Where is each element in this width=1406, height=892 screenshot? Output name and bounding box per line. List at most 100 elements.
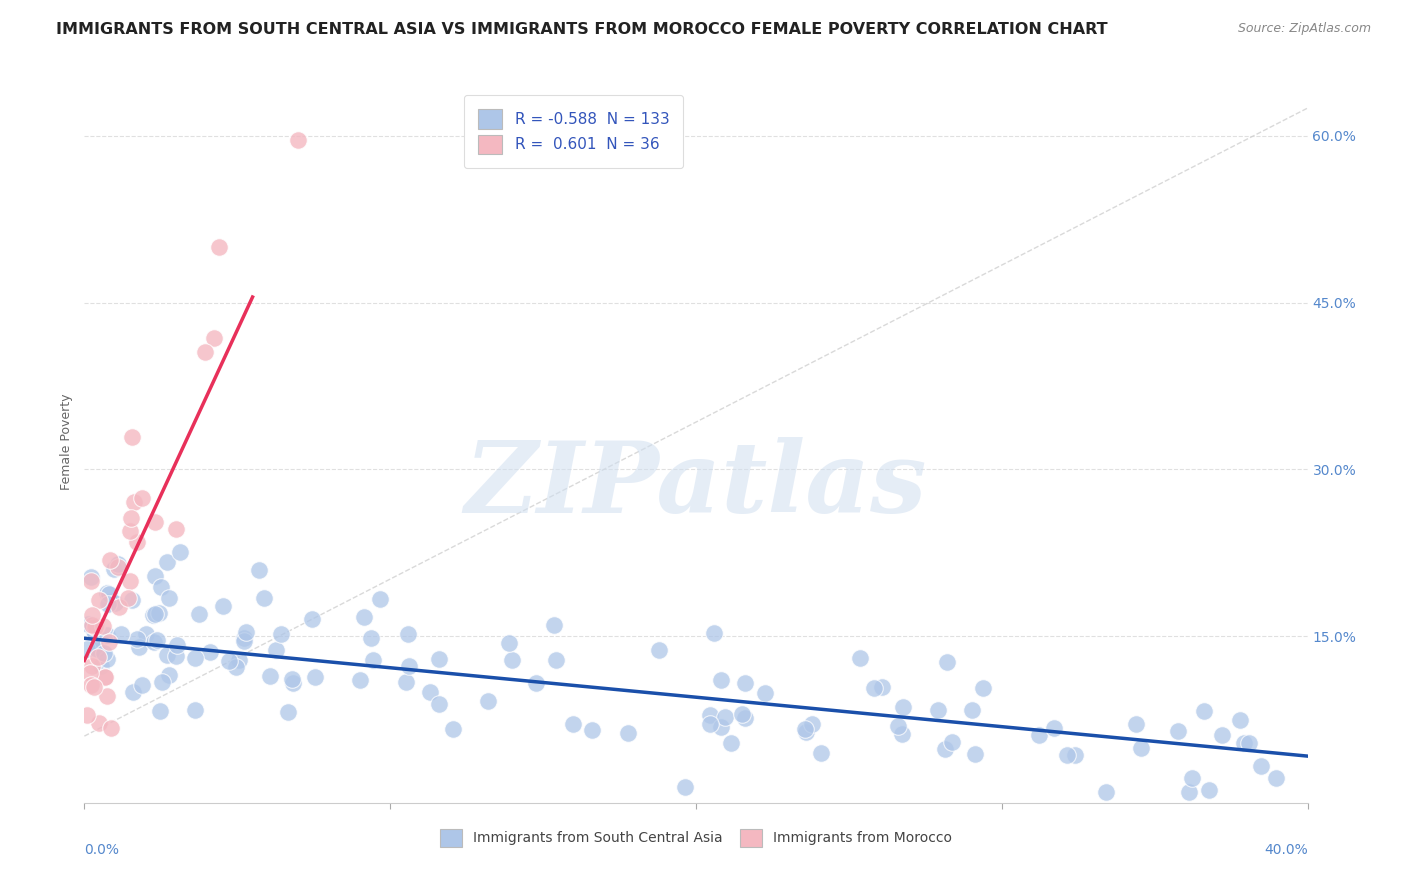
Point <box>1229 713 1251 727</box>
Point <box>103 596 125 610</box>
Point <box>699 707 721 722</box>
Point <box>235 625 257 640</box>
Point <box>734 711 756 725</box>
Point <box>91 619 114 633</box>
Point <box>150 580 173 594</box>
Point <box>965 747 987 762</box>
Point <box>107 559 129 574</box>
Point <box>110 627 132 641</box>
Point <box>935 655 957 669</box>
Point <box>125 534 148 549</box>
Point <box>370 591 392 606</box>
Point <box>135 627 157 641</box>
Point <box>198 645 221 659</box>
Point <box>218 654 240 668</box>
Point <box>398 659 420 673</box>
Point <box>277 705 299 719</box>
Point <box>143 569 166 583</box>
Point <box>83 680 105 694</box>
Point <box>188 607 211 621</box>
Point <box>165 522 187 536</box>
Point <box>714 710 737 724</box>
Point <box>143 635 166 649</box>
Point <box>94 670 117 684</box>
Point <box>427 698 450 712</box>
Point <box>93 646 115 660</box>
Point <box>80 570 103 584</box>
Point <box>90 659 112 673</box>
Point <box>233 631 256 645</box>
Point <box>396 627 419 641</box>
Point <box>156 648 179 662</box>
Point <box>76 642 98 657</box>
Point <box>617 726 640 740</box>
Point <box>361 653 384 667</box>
Point <box>264 642 287 657</box>
Point <box>794 725 817 739</box>
Point <box>146 633 169 648</box>
Point <box>794 723 817 737</box>
Point <box>1043 722 1066 736</box>
Point <box>128 640 150 654</box>
Point <box>1125 717 1147 731</box>
Point <box>270 627 292 641</box>
Text: 0.0%: 0.0% <box>84 843 120 856</box>
Point <box>501 653 523 667</box>
Point <box>1095 785 1118 799</box>
Point <box>80 608 103 623</box>
Point <box>121 510 143 524</box>
Text: 40.0%: 40.0% <box>1264 843 1308 856</box>
Point <box>143 607 166 621</box>
Point <box>80 678 103 692</box>
Point <box>156 555 179 569</box>
Point <box>734 676 756 690</box>
Point <box>1056 747 1078 762</box>
Point <box>887 719 910 733</box>
Text: Source: ZipAtlas.com: Source: ZipAtlas.com <box>1237 22 1371 36</box>
Point <box>225 660 247 674</box>
Point <box>98 553 121 567</box>
Point <box>395 674 418 689</box>
Point <box>801 716 824 731</box>
Point <box>1028 728 1050 742</box>
Point <box>1180 771 1202 785</box>
Point <box>228 653 250 667</box>
Point <box>117 591 139 605</box>
Point <box>96 628 118 642</box>
Point <box>87 715 110 730</box>
Point <box>960 703 983 717</box>
Point <box>546 653 568 667</box>
Point <box>122 495 145 509</box>
Point <box>121 593 143 607</box>
Point <box>543 618 565 632</box>
Point <box>83 625 105 640</box>
Point <box>353 610 375 624</box>
Point <box>96 585 118 599</box>
Point <box>184 651 207 665</box>
Point <box>849 650 872 665</box>
Point <box>121 430 143 444</box>
Point <box>498 636 520 650</box>
Point <box>76 708 98 723</box>
Point <box>1167 724 1189 739</box>
Point <box>84 620 107 634</box>
Point <box>76 616 98 631</box>
Point <box>720 736 742 750</box>
Point <box>1211 728 1233 742</box>
Point <box>561 717 583 731</box>
Point <box>165 648 187 663</box>
Point <box>477 694 499 708</box>
Point <box>107 557 129 571</box>
Point <box>934 742 956 756</box>
Point <box>157 591 180 605</box>
Point <box>211 599 233 614</box>
Point <box>247 563 270 577</box>
Point <box>252 591 274 606</box>
Point <box>675 780 697 794</box>
Point <box>360 631 382 645</box>
Point <box>648 643 671 657</box>
Text: ZIPatlas: ZIPatlas <box>465 437 927 533</box>
Point <box>82 659 104 673</box>
Point <box>107 600 129 615</box>
Point <box>1178 785 1201 799</box>
